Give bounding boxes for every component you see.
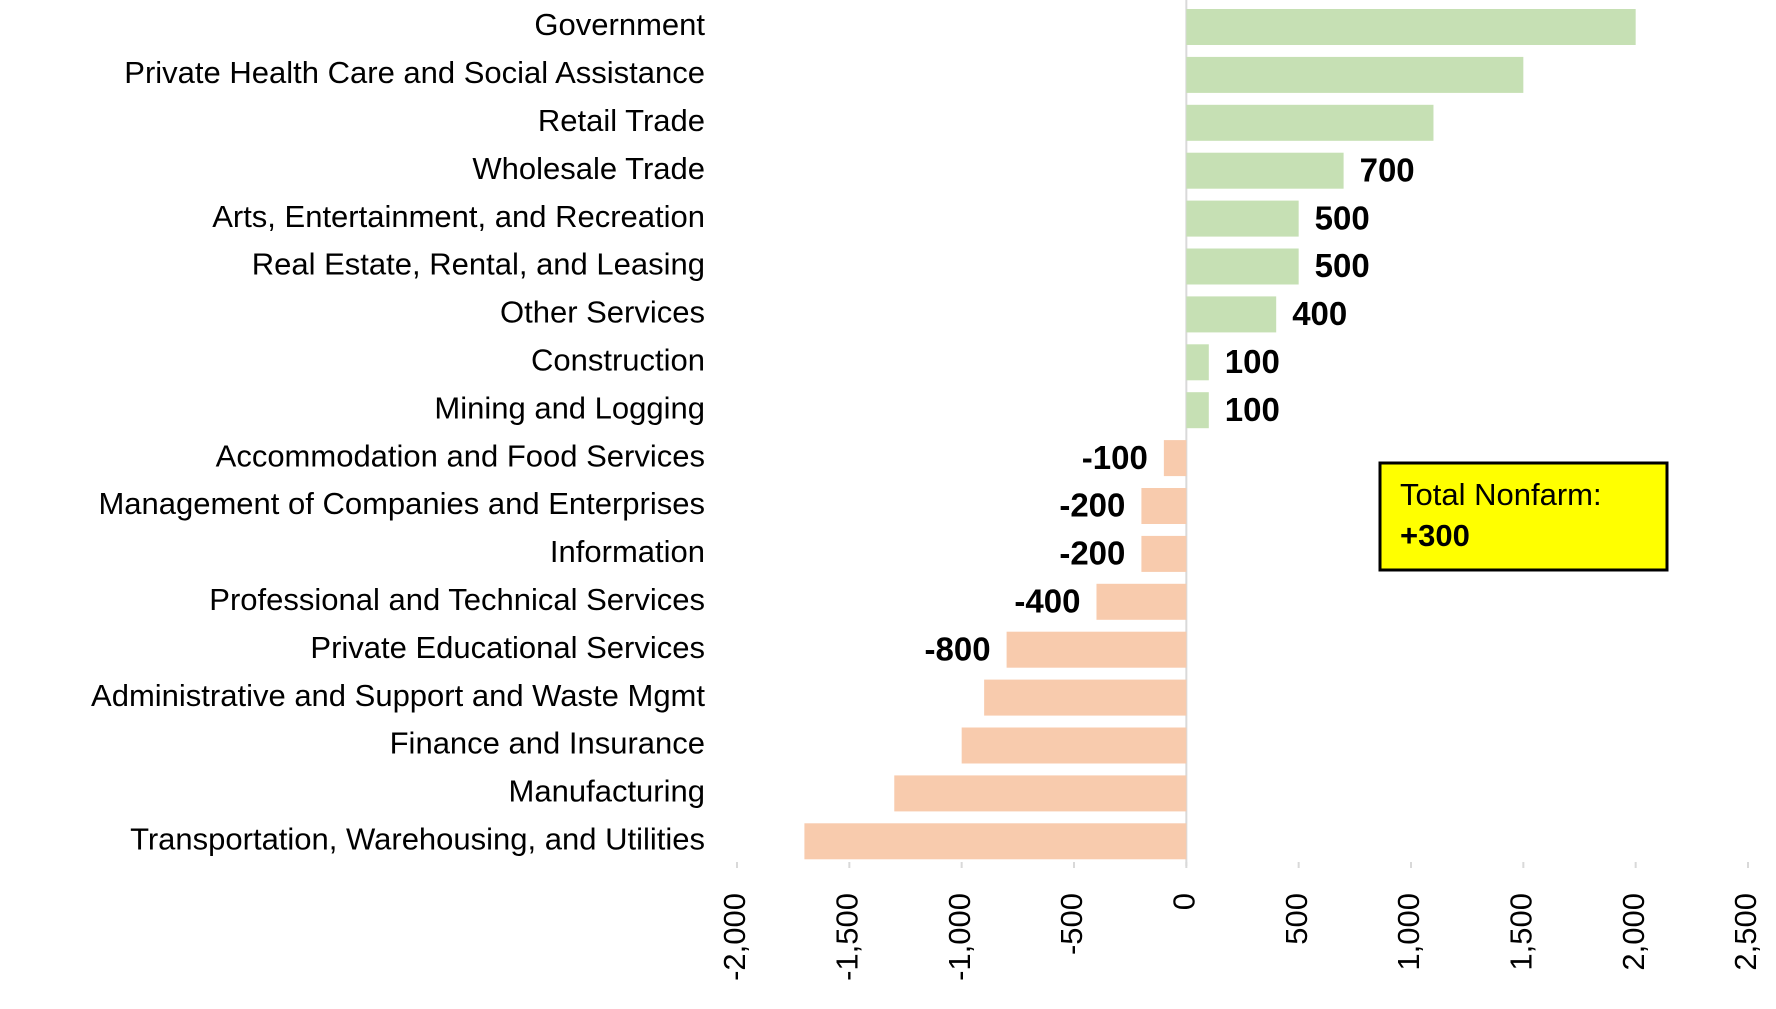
bar — [1186, 9, 1636, 45]
category-label: Other Services — [500, 295, 705, 330]
category-label: Private Health Care and Social Assistanc… — [124, 55, 705, 90]
value-label: 500 — [1315, 199, 1370, 236]
bar — [1186, 296, 1277, 333]
value-label: -400 — [1014, 583, 1080, 620]
category-label: Retail Trade — [538, 103, 705, 138]
category-label: Arts, Entertainment, and Recreation — [212, 199, 705, 234]
bar — [1186, 104, 1434, 141]
x-tick-label: 0 — [1167, 893, 1202, 910]
category-label: Mining and Logging — [434, 390, 705, 425]
bar — [804, 823, 1187, 860]
category-label: Private Educational Services — [310, 630, 705, 665]
x-tick-label: 2,000 — [1616, 893, 1651, 971]
annotation-line: +300 — [1400, 518, 1470, 553]
value-label: -100 — [1082, 439, 1148, 476]
bar — [1141, 535, 1187, 572]
value-label: 700 — [1360, 151, 1415, 188]
category-label: Management of Companies and Enterprises — [98, 486, 705, 521]
category-label: Administrative and Support and Waste Mgm… — [91, 678, 705, 713]
bar — [1186, 152, 1344, 189]
category-label: Professional and Technical Services — [209, 582, 705, 617]
value-label: -200 — [1059, 535, 1125, 572]
x-tick-label: -2,000 — [717, 893, 752, 981]
bar — [1186, 392, 1209, 429]
bar — [1186, 200, 1299, 237]
x-tick-label: -1,500 — [830, 893, 865, 981]
value-label: 100 — [1225, 391, 1280, 428]
category-label: Accommodation and Food Services — [216, 438, 705, 473]
value-label: 400 — [1292, 295, 1347, 332]
x-tick-label: -1,000 — [942, 893, 977, 981]
category-label: Real Estate, Rental, and Leasing — [252, 247, 705, 282]
category-label: Information — [550, 534, 705, 569]
annotation-line: Total Nonfarm: — [1400, 477, 1602, 512]
x-tick-label: -500 — [1054, 893, 1089, 955]
bar — [984, 679, 1187, 716]
category-label: Transportation, Warehousing, and Utiliti… — [130, 821, 705, 856]
bar — [1096, 583, 1187, 620]
category-label: Construction — [531, 342, 705, 377]
x-tick-label: 2,500 — [1728, 893, 1763, 971]
value-label: 500 — [1315, 247, 1370, 284]
annotation-box — [1378, 461, 1669, 572]
bar — [1186, 344, 1209, 381]
value-label: -200 — [1059, 487, 1125, 524]
bar — [1186, 56, 1524, 93]
category-label: Government — [534, 7, 705, 42]
bar — [1141, 488, 1187, 524]
x-tick-label: 1,500 — [1504, 893, 1539, 971]
bar — [961, 727, 1187, 764]
x-tick-label: 500 — [1279, 893, 1314, 945]
x-tick-label: 1,000 — [1391, 893, 1426, 971]
category-label: Wholesale Trade — [472, 151, 705, 186]
bar — [894, 775, 1187, 812]
category-label: Manufacturing — [509, 774, 705, 809]
bar — [1163, 440, 1187, 477]
bar — [1006, 631, 1187, 668]
category-label: Finance and Insurance — [390, 726, 705, 761]
value-label: -800 — [925, 630, 991, 667]
value-label: 100 — [1225, 343, 1280, 380]
bar — [1186, 248, 1299, 285]
